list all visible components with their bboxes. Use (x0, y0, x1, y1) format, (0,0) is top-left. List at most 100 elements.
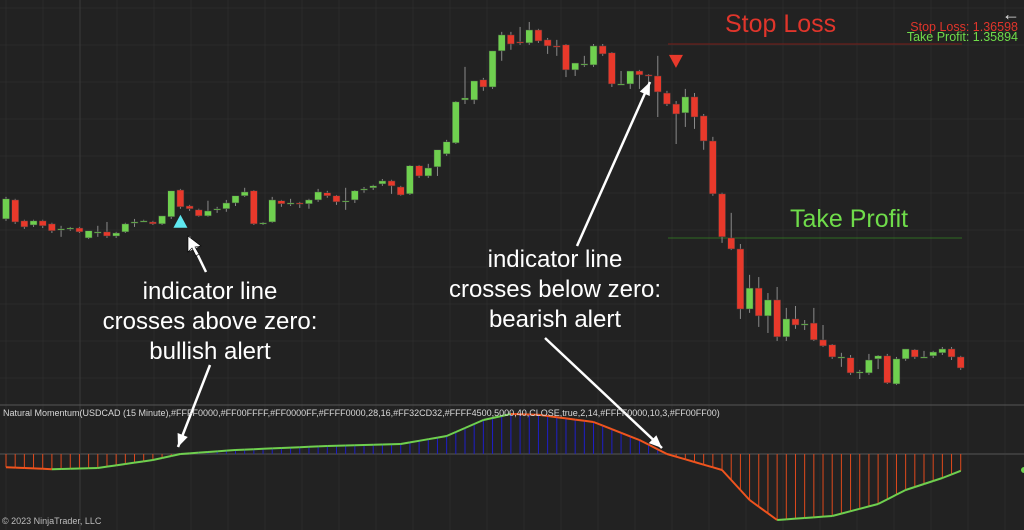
candle (589, 45, 598, 66)
back-arrow-icon[interactable]: ← (1002, 4, 1020, 24)
price-marker (1021, 467, 1024, 473)
candle (828, 344, 836, 358)
candle (11, 199, 19, 223)
indicator-line-segment (712, 466, 723, 471)
indicator-line-segment (786, 517, 796, 521)
candle (442, 141, 451, 155)
candle (195, 209, 203, 217)
candle (755, 287, 763, 317)
candle (479, 79, 488, 88)
indicator-line-segment (418, 438, 429, 442)
candle (571, 62, 579, 71)
candle (121, 223, 130, 233)
candle (250, 190, 258, 225)
candle (598, 45, 607, 55)
indicator-line-segment (657, 448, 668, 455)
indicator-line-segment (932, 477, 943, 482)
bearish-annotation-line: crosses below zero: (448, 276, 662, 303)
indicator-line-segment (685, 458, 695, 463)
candle (920, 356, 928, 359)
candle (709, 140, 717, 195)
candle (580, 63, 589, 66)
candle (507, 34, 515, 45)
indicator-line-segment (152, 457, 163, 461)
candle (130, 221, 139, 224)
indicator-line-segment (777, 518, 787, 521)
indicator-line-segment (896, 489, 907, 496)
candle (626, 70, 634, 85)
indicator-line-segment (813, 515, 824, 519)
candle (819, 339, 827, 347)
candle (764, 299, 772, 317)
indicator-line-segment (464, 423, 475, 429)
candle (874, 355, 882, 360)
indicator-line-segment (804, 516, 814, 519)
indicator-line-segment (877, 498, 888, 505)
bearish-signal-triangle (668, 54, 683, 68)
candle (773, 299, 781, 338)
candle (846, 357, 855, 374)
candle (332, 195, 341, 203)
indicator-line-segment (198, 451, 209, 454)
candle (204, 210, 212, 217)
candle (791, 318, 800, 326)
candle (865, 359, 873, 374)
candle (286, 202, 295, 205)
candle (883, 355, 892, 384)
copyright: © 2023 NinjaTrader, LLC (2, 516, 102, 526)
candle (149, 221, 157, 225)
candle (543, 39, 552, 47)
candle (38, 220, 47, 227)
candle (94, 231, 102, 234)
indicator-line-segment (730, 479, 742, 491)
candle (911, 349, 919, 358)
candle (360, 188, 368, 191)
indicator-line-segment (143, 459, 154, 463)
indicator-line-segment (473, 419, 484, 425)
indicator-line-segment (629, 435, 640, 441)
indicator-line-segment (721, 469, 732, 481)
indicator-line-segment (565, 417, 576, 421)
take-profit-title: Take Profit (790, 205, 909, 233)
candle (112, 232, 120, 237)
candle (681, 96, 690, 114)
candle (66, 227, 75, 230)
candle (901, 348, 910, 360)
indicator-line-segment (638, 439, 650, 446)
candle (525, 29, 534, 44)
candle (663, 92, 671, 105)
candle (727, 237, 735, 250)
indicator-line-segment (217, 449, 227, 453)
candle (800, 323, 809, 326)
candle (314, 191, 322, 201)
candle (562, 44, 570, 71)
candle (268, 199, 276, 223)
candle (782, 318, 791, 338)
indicator-line-segment (859, 505, 870, 510)
annotation-arrow (176, 364, 212, 448)
candle (534, 29, 543, 42)
indicator-line-segment (134, 460, 144, 464)
indicator-line-segment (703, 463, 714, 469)
indicator-line-segment (180, 452, 190, 455)
candle (488, 50, 497, 88)
indicator-line-segment (905, 486, 916, 491)
indicator-line-segment (831, 512, 842, 517)
candle (745, 287, 754, 310)
candle (433, 149, 442, 168)
take-profit-readout: Take Profit: 1.35894 (906, 30, 1018, 44)
indicator-line-segment (611, 428, 622, 434)
indicator-line-segment (501, 413, 512, 417)
bullish-annotation-line: indicator line (142, 278, 278, 305)
candle (938, 348, 947, 354)
indicator-line-segment (841, 510, 851, 515)
candle (222, 202, 231, 209)
indicator-line-segment (106, 464, 117, 468)
candle (341, 200, 350, 203)
indicator-line-segment (923, 480, 934, 485)
candle (139, 220, 148, 223)
indicator-line-segment (161, 455, 172, 459)
candle (553, 45, 561, 48)
bearish-annotation-line: indicator line (487, 246, 623, 273)
